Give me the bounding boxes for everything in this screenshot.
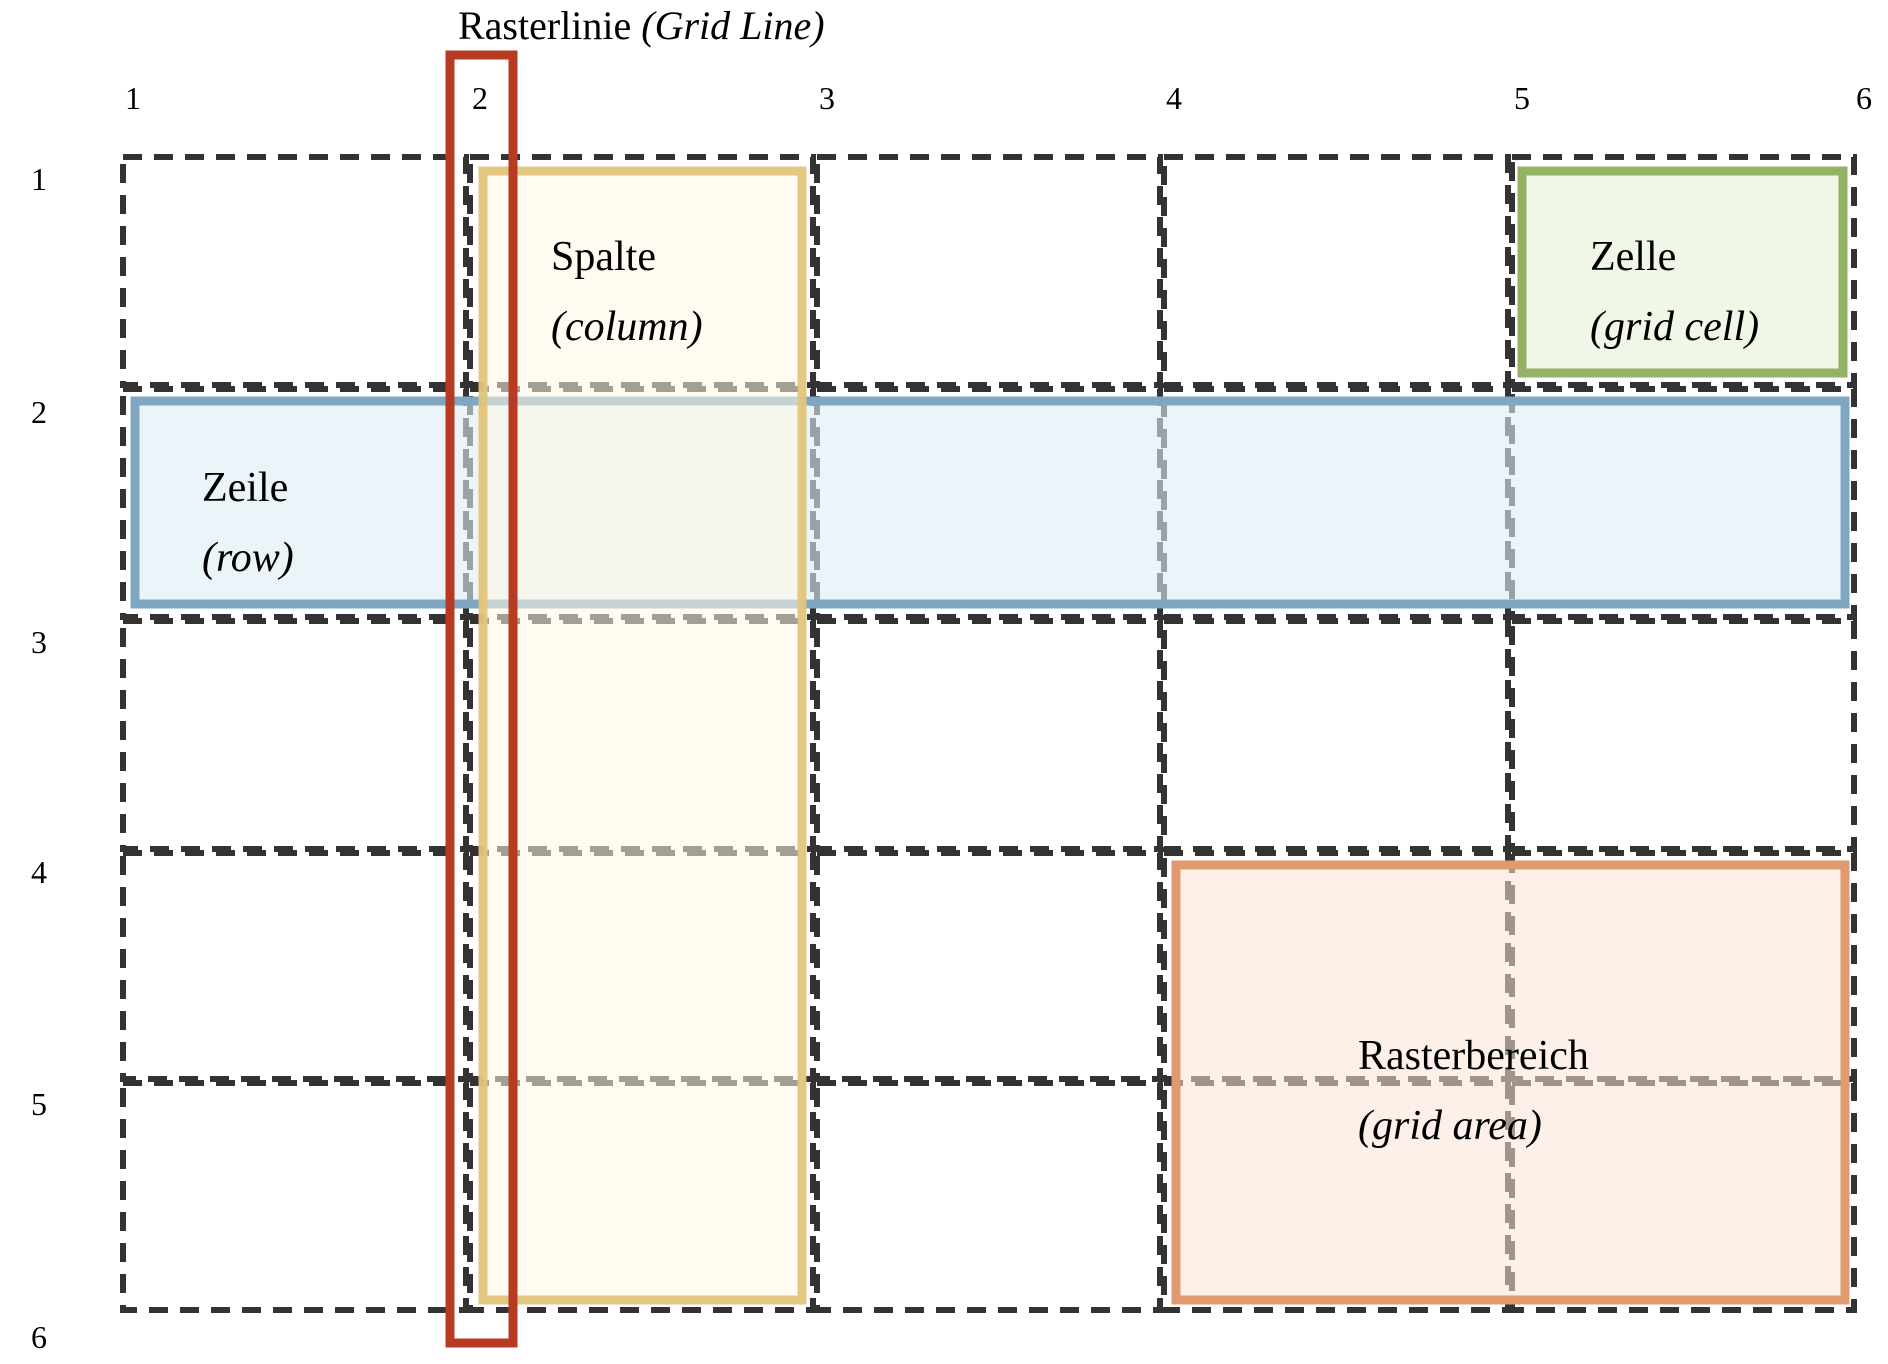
- row-line-number: 4: [31, 854, 47, 890]
- grid-cell: [814, 1080, 1163, 1313]
- diagram-title: Rasterlinie (Grid Line): [458, 6, 825, 46]
- row-line-number: 1: [31, 161, 47, 197]
- area-label-italic: (grid area): [1358, 1103, 1542, 1149]
- row-highlight: [130, 396, 1850, 609]
- grid-cell: [120, 154, 469, 388]
- row-line-number: 3: [31, 624, 47, 660]
- grid-cell: [120, 1080, 469, 1313]
- grid-cell: [120, 386, 469, 620]
- grid-cell: [814, 618, 1163, 852]
- area-label: Rasterbereich: [1358, 1033, 1589, 1079]
- column-line-number: 2: [472, 80, 488, 116]
- column-line-number: 4: [1166, 80, 1182, 116]
- column-label-italic: (column): [551, 304, 703, 350]
- grid-cell: [1161, 154, 1511, 388]
- grid-cell: [1509, 618, 1857, 852]
- row-line-number: 6: [31, 1319, 47, 1355]
- row-line-number: 2: [31, 394, 47, 430]
- grid-cell: [814, 850, 1163, 1082]
- row-line-number: 5: [31, 1086, 47, 1122]
- cell-label: Zelle: [1590, 234, 1677, 280]
- row-label-italic: (row): [202, 535, 294, 581]
- title-italic: (Grid Line): [641, 3, 825, 48]
- area-highlight: [1171, 860, 1850, 1305]
- grid-cell: [1161, 850, 1511, 1082]
- cell-label-italic: (grid cell): [1590, 304, 1760, 350]
- grid-cell: [814, 154, 1163, 388]
- title-text: Rasterlinie: [458, 3, 632, 48]
- column-line-number: 3: [819, 80, 835, 116]
- grid-line-highlight: [445, 50, 518, 1348]
- grid-cell: [120, 850, 469, 1082]
- grid-cell: [467, 154, 816, 388]
- column-label: Spalte: [551, 234, 656, 280]
- row-label: Zeile: [202, 465, 289, 511]
- column-line-number: 1: [125, 80, 141, 116]
- cell-highlight: [1517, 166, 1848, 378]
- grid-cell: [1509, 154, 1857, 388]
- column-line-number: 5: [1514, 80, 1530, 116]
- column-highlight: [478, 166, 807, 1305]
- grid-cell: [1161, 618, 1511, 852]
- column-line-number: 6: [1856, 80, 1872, 116]
- grid-cell: [120, 618, 469, 852]
